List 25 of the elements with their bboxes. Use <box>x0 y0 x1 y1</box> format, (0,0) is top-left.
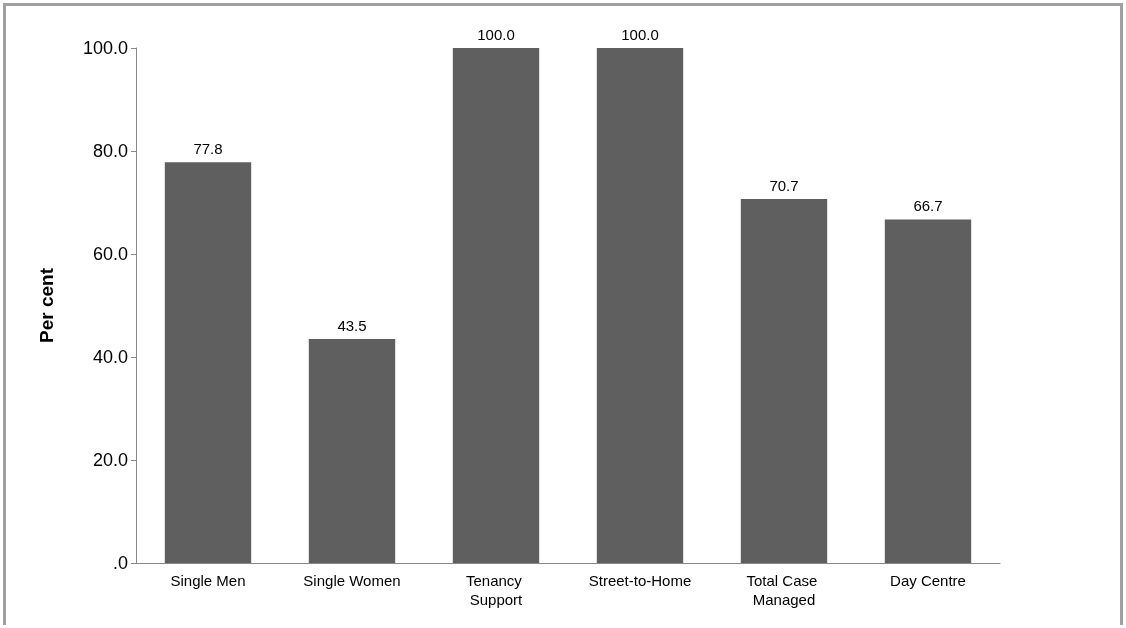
data-label: 100.0 <box>621 26 659 43</box>
bar <box>740 198 828 563</box>
data-label: 43.5 <box>337 316 367 334</box>
bar <box>452 48 540 563</box>
data-label: 77.8 <box>193 140 223 158</box>
bar <box>884 219 972 563</box>
x-tick-label: Single Women <box>303 572 401 589</box>
x-tick-label: Street-to-Home <box>588 572 692 589</box>
x-tick-label: Day Centre <box>890 572 966 589</box>
bar <box>596 48 684 563</box>
y-tick-label: 40.0 <box>92 347 128 367</box>
y-tick-label: 100.0 <box>82 38 128 58</box>
y-tick-label: .0 <box>112 553 128 573</box>
data-label: 70.7 <box>769 176 799 194</box>
y-axis-title: Per cent <box>36 267 57 343</box>
y-tick-label: 20.0 <box>92 450 128 470</box>
bar <box>308 338 396 563</box>
x-tick-label: Tenancy Support <box>465 572 527 608</box>
data-label: 100.0 <box>477 26 515 43</box>
bar <box>164 162 252 563</box>
y-tick-label: 80.0 <box>92 141 128 161</box>
data-label: 66.7 <box>913 197 943 215</box>
y-tick-label: 60.0 <box>92 244 128 264</box>
x-tick-label: Single Men <box>170 572 246 589</box>
x-tick-label: Total Case Managed <box>746 572 822 608</box>
